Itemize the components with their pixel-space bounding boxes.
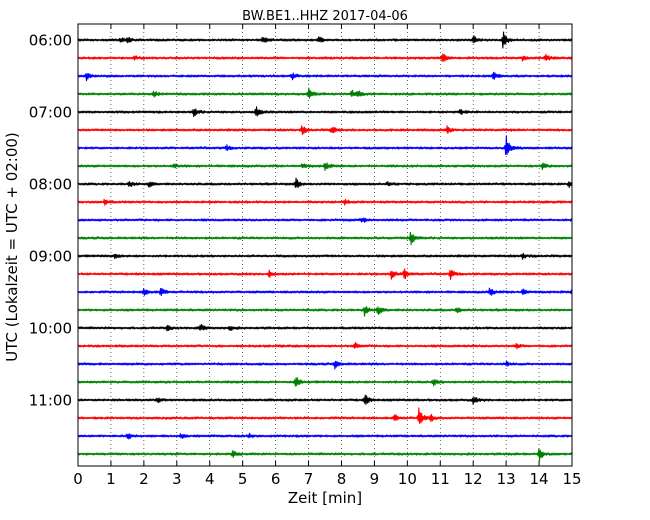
x-tick-label: 14 xyxy=(530,470,549,488)
y-tick-label: 11:00 xyxy=(29,392,72,410)
trace-0815 xyxy=(77,198,573,206)
trace-1145 xyxy=(77,448,573,462)
x-tick-label: 2 xyxy=(139,470,149,488)
x-tick-label: 7 xyxy=(304,470,314,488)
x-axis-ticks: 0 1 2 3 4 5 6 7 8 9 10 11 12 13 14 15 xyxy=(73,24,582,488)
x-tick-label: 15 xyxy=(562,470,581,488)
x-tick-label: 4 xyxy=(205,470,215,488)
trace-0745 xyxy=(77,162,573,172)
y-axis-label: UTC (Lokalzeit = UTC + 02:00) xyxy=(3,132,21,362)
chart-title: BW.BE1..HHZ 2017-04-06 xyxy=(242,9,408,24)
trace-1000 xyxy=(77,324,573,332)
x-tick-label: 5 xyxy=(238,470,248,488)
trace-0930 xyxy=(77,287,573,297)
x-tick-label: 3 xyxy=(172,470,182,488)
trace-1130 xyxy=(77,432,573,440)
x-axis-label: Zeit [min] xyxy=(288,489,362,507)
trace-0845 xyxy=(77,231,573,246)
y-tick-label: 07:00 xyxy=(29,104,72,122)
trace-0645 xyxy=(77,87,573,99)
x-tick-label: 9 xyxy=(370,470,380,488)
trace-0715 xyxy=(77,125,573,136)
plot-frame xyxy=(77,23,573,467)
x-tick-label: 0 xyxy=(73,470,83,488)
x-tick-label: 6 xyxy=(271,470,281,488)
trace-1045 xyxy=(77,377,573,387)
trace-1100 xyxy=(77,394,573,406)
trace-1115 xyxy=(77,407,573,424)
y-tick-label: 06:00 xyxy=(29,32,72,50)
x-tick-label: 8 xyxy=(337,470,347,488)
seismic-traces xyxy=(77,31,573,462)
trace-1030 xyxy=(77,360,573,370)
x-tick-label: 12 xyxy=(464,470,483,488)
x-tick-label: 10 xyxy=(398,470,417,488)
trace-0945 xyxy=(77,306,573,317)
trace-0700 xyxy=(77,106,573,118)
y-tick-label: 10:00 xyxy=(29,320,72,338)
trace-0730 xyxy=(77,135,573,156)
y-tick-label: 09:00 xyxy=(29,248,72,266)
trace-0800 xyxy=(77,177,573,188)
x-tick-label: 1 xyxy=(106,470,116,488)
y-axis-ticks: 06:00 07:00 08:00 09:00 10:00 11:00 xyxy=(29,32,572,410)
trace-0915 xyxy=(77,268,573,280)
trace-0900 xyxy=(77,252,573,260)
y-tick-label: 08:00 xyxy=(29,176,72,194)
x-tick-label: 13 xyxy=(497,470,516,488)
trace-0600 xyxy=(77,31,573,49)
trace-1015 xyxy=(77,342,573,350)
trace-0830 xyxy=(77,217,573,223)
x-tick-label: 11 xyxy=(431,470,450,488)
x-gridlines xyxy=(110,24,540,466)
trace-0630 xyxy=(77,71,573,82)
trace-0615 xyxy=(77,53,573,63)
